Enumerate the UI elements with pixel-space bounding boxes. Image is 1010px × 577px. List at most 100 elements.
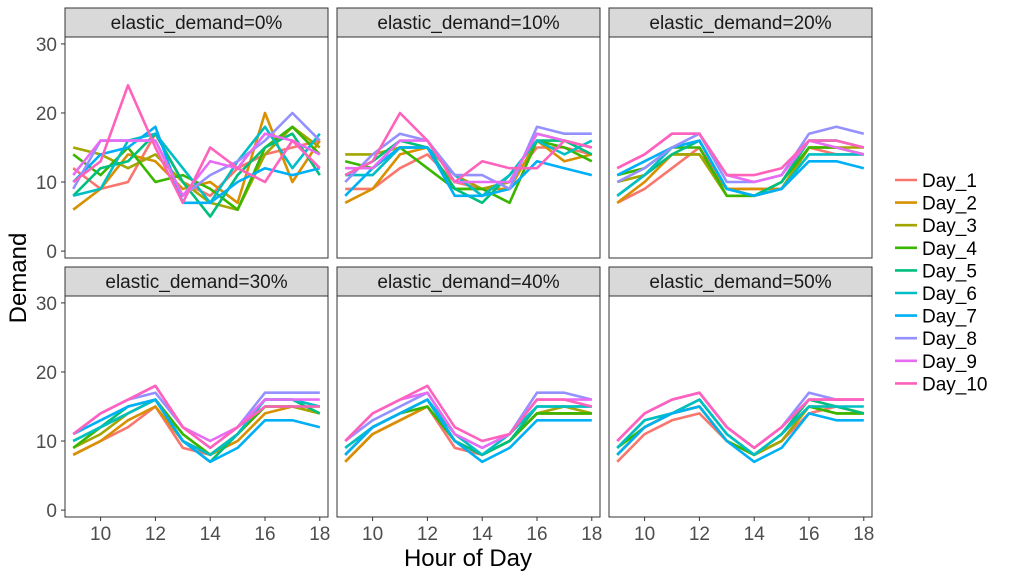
facet-strip (64, 7, 329, 38)
facet-panel: elastic_demand=30% (64, 266, 329, 518)
x-tick-label: 14 (744, 524, 766, 545)
panel-border (64, 295, 329, 518)
series-lines (616, 125, 865, 204)
legend-item: Day_4 (895, 239, 977, 260)
x-tick-label: 14 (200, 524, 222, 545)
series-line-day-5 (616, 139, 865, 198)
legend-item: Day_9 (895, 352, 977, 373)
series-line-day-8 (616, 391, 864, 450)
facet-label: elastic_demand=40% (377, 272, 559, 293)
series-lines (344, 384, 593, 464)
panel-border (608, 295, 873, 518)
series-line-day-7 (72, 125, 321, 205)
y-tick-label: 0 (46, 242, 57, 263)
series-line-day-7 (344, 146, 593, 198)
series-line-day-6 (345, 139, 593, 198)
legend-item: Day_3 (895, 216, 977, 237)
y-tick-label: 0 (46, 501, 57, 522)
x-tick-label: 16 (254, 524, 275, 545)
legend-label: Day_5 (922, 261, 977, 282)
legend-label: Day_3 (922, 216, 977, 237)
series-line-day-7 (72, 398, 321, 464)
series-line-day-8 (616, 125, 865, 184)
x-tick-label: 10 (362, 524, 383, 545)
series-line-day-7 (616, 405, 864, 464)
legend-item: Day_8 (895, 329, 977, 350)
x-tick-label: 14 (472, 524, 494, 545)
panel-border (336, 295, 601, 518)
x-tick-label: 10 (634, 524, 655, 545)
legend-item: Day_1 (895, 171, 977, 192)
facet-label: elastic_demand=50% (649, 272, 831, 293)
x-tick-label: 16 (798, 524, 819, 545)
legend-item: Day_7 (895, 307, 977, 328)
facet-panel: elastic_demand=40% (336, 266, 601, 518)
x-tick-label: 18 (581, 524, 602, 545)
y-tick-label: 10 (36, 432, 57, 453)
panels-layer: elastic_demand=0% elastic_demand=10% elast… (64, 7, 873, 518)
facet-label: elastic_demand=10% (377, 13, 559, 34)
facet-panel: elastic_demand=10% (336, 7, 601, 259)
y-tick-label: 30 (36, 35, 57, 56)
series-line-day-10 (616, 391, 864, 450)
series-line-day-9 (616, 391, 864, 450)
legend-label: Day_10 (922, 374, 988, 395)
facet-panel: elastic_demand=50% (608, 266, 873, 518)
series-line-day-9 (345, 132, 593, 184)
y-tick-label: 30 (36, 294, 57, 315)
series-line-day-10 (72, 384, 320, 450)
facet-strip (608, 266, 873, 297)
axes-layer: 0 10 20 30 0 10 20 30 10 12 14 16 18 10 12 14 16 18 10 12 14… (36, 35, 874, 545)
series-line-day-8 (344, 125, 592, 191)
legend-label: Day_4 (922, 239, 977, 260)
legend-label: Day_2 (922, 194, 977, 215)
x-tick-label: 12 (417, 524, 438, 545)
legend: Day_1Day_2Day_3Day_4Day_5Day_6Day_7Day_8… (895, 171, 988, 395)
series-line-day-7 (616, 139, 865, 198)
panel-border (336, 36, 601, 259)
facet-label: elastic_demand=20% (649, 13, 831, 34)
legend-item: Day_10 (895, 374, 988, 395)
legend-label: Day_7 (922, 307, 977, 328)
legend-item: Day_2 (895, 194, 977, 215)
series-lines (72, 84, 321, 218)
y-tick-label: 10 (36, 173, 57, 194)
series-lines (344, 111, 593, 205)
series-line-day-7 (344, 398, 592, 464)
x-tick-label: 12 (689, 524, 710, 545)
y-axis-title: Demand (5, 233, 32, 324)
facet-strip (64, 266, 329, 297)
facet-strip (608, 7, 873, 38)
legend-label: Day_9 (922, 352, 977, 373)
series-line-day-6 (616, 398, 864, 457)
series-line-day-10 (616, 132, 865, 177)
series-line-day-1 (616, 405, 865, 463)
facet-strip (336, 7, 601, 38)
series-line-day-10 (344, 111, 593, 184)
series-lines (616, 391, 865, 464)
y-tick-label: 20 (36, 363, 57, 384)
y-tick-label: 20 (36, 104, 57, 125)
series-line-day-2 (72, 111, 321, 211)
legend-label: Day_8 (922, 329, 977, 350)
series-line-day-10 (72, 84, 321, 205)
legend-item: Day_5 (895, 261, 977, 282)
x-tick-label: 16 (526, 524, 547, 545)
facet-label: elastic_demand=0% (111, 13, 283, 34)
x-tick-label: 18 (309, 524, 330, 545)
facet-panel: elastic_demand=0% (64, 7, 329, 259)
series-line-day-9 (72, 132, 321, 198)
facet-panel: elastic_demand=20% (608, 7, 873, 259)
legend-label: Day_1 (922, 171, 977, 192)
x-tick-label: 10 (90, 524, 111, 545)
x-tick-label: 12 (145, 524, 166, 545)
x-tick-label: 18 (853, 524, 874, 545)
series-line-day-10 (344, 384, 593, 443)
panel-border (608, 36, 873, 259)
x-axis-title: Hour of Day (404, 545, 532, 572)
panel-border (64, 36, 329, 259)
series-lines (72, 384, 321, 464)
legend-item: Day_6 (895, 284, 977, 305)
legend-label: Day_6 (922, 284, 977, 305)
